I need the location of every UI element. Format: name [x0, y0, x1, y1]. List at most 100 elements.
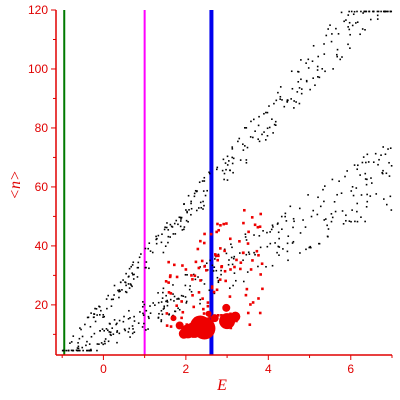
data-point: [334, 210, 337, 213]
data-point: [110, 334, 112, 337]
data-point: [332, 68, 334, 70]
data-point: [157, 234, 160, 237]
data-point: [273, 123, 276, 126]
data-point: [202, 190, 205, 192]
data-point: [226, 155, 229, 158]
data-point: [329, 24, 331, 26]
data-point: [111, 327, 114, 329]
data-point: [89, 325, 92, 328]
data-point: [183, 228, 185, 231]
data-point: [341, 56, 343, 58]
data-point: [113, 319, 116, 321]
data-point: [90, 349, 92, 352]
data-point: [372, 10, 375, 13]
data-point: [78, 337, 81, 340]
highlight-point: [215, 288, 219, 292]
data-point: [169, 298, 172, 301]
data-point: [291, 242, 294, 244]
highlight-point: [193, 274, 197, 278]
data-point: [108, 331, 111, 333]
highlight-point: [192, 305, 196, 309]
data-point: [346, 170, 348, 172]
highlight-point: [169, 292, 173, 295]
data-point: [127, 331, 130, 333]
data-point: [199, 201, 202, 204]
data-point: [202, 200, 204, 203]
data-point: [131, 285, 133, 288]
data-point: [244, 233, 247, 236]
data-point: [265, 111, 267, 114]
data-point: [277, 91, 279, 94]
data-point: [343, 20, 345, 23]
data-point: [96, 343, 99, 345]
highlight-point: [190, 274, 193, 277]
data-point: [155, 238, 157, 241]
data-point: [359, 174, 361, 176]
data-point: [87, 316, 90, 319]
data-point: [206, 189, 208, 192]
data-point: [302, 219, 304, 221]
data-point: [305, 79, 308, 82]
data-point: [93, 332, 96, 335]
data-point: [231, 263, 234, 266]
data-point: [152, 302, 154, 304]
data-point: [257, 138, 259, 140]
data-point: [277, 231, 280, 234]
data-point: [178, 308, 181, 311]
data-point: [365, 205, 368, 208]
data-point: [308, 246, 311, 249]
highlight-point: [249, 268, 253, 271]
data-point: [180, 218, 182, 220]
data-point: [176, 298, 178, 300]
data-point: [258, 115, 260, 118]
data-point: [336, 55, 339, 58]
data-point: [133, 315, 135, 318]
data-point: [163, 305, 166, 308]
highlight-point: [215, 230, 218, 234]
data-point: [370, 182, 373, 184]
data-point: [239, 252, 241, 254]
large-highlight-point: [178, 328, 189, 339]
data-point: [72, 335, 75, 337]
data-point: [209, 259, 211, 262]
data-point: [359, 33, 361, 36]
data-point: [166, 304, 169, 307]
data-point: [137, 266, 140, 269]
data-point: [323, 219, 326, 221]
highlight-point: [216, 314, 220, 317]
data-point: [262, 230, 264, 232]
highlight-point: [248, 323, 252, 326]
data-point: [231, 146, 234, 148]
data-point: [388, 161, 390, 164]
data-point: [161, 297, 164, 299]
data-point: [243, 127, 246, 129]
data-point: [103, 315, 106, 318]
data-point: [292, 217, 295, 220]
data-point: [157, 316, 160, 319]
data-point: [77, 349, 80, 352]
data-point: [330, 40, 333, 43]
highlight-point: [167, 281, 170, 284]
data-point: [104, 342, 106, 345]
data-point: [378, 158, 380, 161]
data-point: [142, 312, 144, 315]
data-point: [364, 220, 366, 223]
data-point: [362, 156, 365, 158]
highlight-point: [203, 232, 206, 236]
data-point: [222, 158, 225, 161]
data-point: [345, 214, 347, 217]
highlight-point: [239, 267, 242, 271]
data-point: [77, 345, 80, 348]
data-point: [103, 340, 106, 343]
data-point: [331, 178, 334, 181]
data-point: [113, 294, 115, 296]
data-point: [266, 231, 268, 234]
data-point: [133, 331, 136, 334]
highlight-point: [206, 304, 210, 308]
highlight-point: [229, 312, 232, 316]
data-point: [253, 251, 255, 254]
data-point: [355, 187, 358, 189]
data-point: [348, 10, 350, 13]
data-point: [223, 178, 225, 181]
data-point: [237, 140, 239, 143]
